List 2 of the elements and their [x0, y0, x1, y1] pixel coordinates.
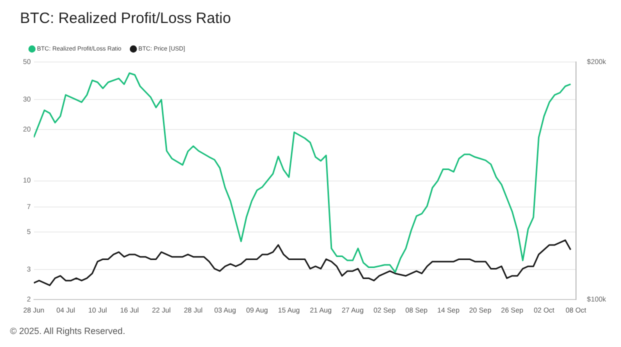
text: © 2025. All Rights Reserved. — [10, 326, 126, 336]
chart-title: BTC: Realized Profit/Loss Ratio — [20, 10, 231, 28]
